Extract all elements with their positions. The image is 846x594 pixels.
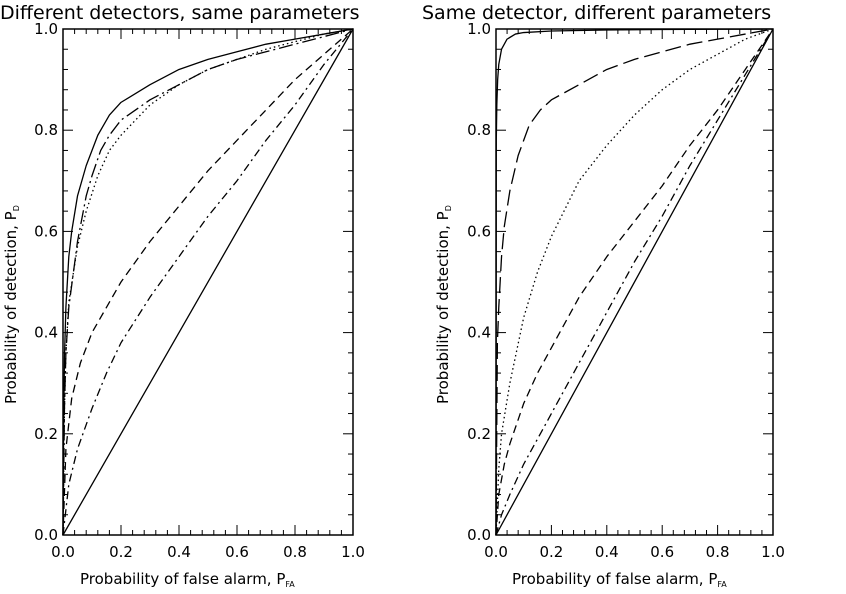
left-y-tick-label: 0.8 <box>34 121 58 139</box>
left-x-axis-label: Probability of false alarm, PFA <box>80 570 295 589</box>
left-y-axis-label: Probability of detection, PD <box>2 205 21 404</box>
right-chart-title: Same detector, different parameters <box>422 2 771 24</box>
right-x-tick-label: 0.8 <box>706 543 730 561</box>
left-x-tick-label: 0.6 <box>225 543 249 561</box>
left-y-tick-label: 0.4 <box>34 324 58 342</box>
right-x-tick-label: 0.2 <box>539 543 563 561</box>
right-x-axis-label: Probability of false alarm, PFA <box>512 570 727 589</box>
left-x-tick-label: 0.0 <box>51 543 75 561</box>
left-series-line-4-dashed <box>62 28 354 536</box>
right-x-tick-label: 0.6 <box>650 543 674 561</box>
right-series-line-6-solid <box>495 28 774 536</box>
left-x-tick-label: 0.2 <box>109 543 133 561</box>
left-series-line-2-long-dash-dot <box>62 28 354 536</box>
right-series-line-2-long-dash <box>495 28 774 536</box>
right-y-tick-label: 1.0 <box>467 20 491 38</box>
left-y-tick-label: 0.0 <box>34 526 58 544</box>
right-y-tick-label: 0.8 <box>467 121 491 139</box>
left-series-line-6-solid <box>62 28 354 536</box>
left-series-group <box>62 28 354 536</box>
left-y-tick-label: 1.0 <box>34 20 58 38</box>
right-series-line-3-dotted <box>495 28 774 536</box>
left-series-line-5-dash-dot <box>62 28 354 536</box>
right-series-line-1-solid <box>495 28 774 536</box>
right-x-tick-label: 1.0 <box>761 543 785 561</box>
right-y-tick-label: 0.4 <box>467 324 491 342</box>
right-series-line-5-dash-dot <box>495 28 774 536</box>
left-x-tick-label: 0.8 <box>283 543 307 561</box>
left-x-tick-label: 1.0 <box>341 543 365 561</box>
left-panel: Different detectors, same parameters 0.0… <box>0 2 365 589</box>
left-series-line-3-dotted <box>62 28 354 536</box>
right-panel: Same detector, different parameters 0.00… <box>422 2 785 589</box>
left-chart-title: Different detectors, same parameters <box>0 2 360 24</box>
left-y-tick-label: 0.2 <box>34 425 58 443</box>
right-y-tick-label: 0.6 <box>467 222 491 240</box>
right-y-tick-label: 0.2 <box>467 425 491 443</box>
right-axis-ticks: 0.00.0 0.2 0.2 0.4 0.4 0.6 0.6 0.8 0.8 1.0 1.0 <box>467 20 785 561</box>
right-series-line-4-dashed <box>495 28 774 536</box>
right-series-group <box>495 28 774 536</box>
right-x-tick-label: 0.4 <box>595 543 619 561</box>
left-axis-ticks: 0.00.0 0.2 0.2 0.4 0.4 0.6 0.6 0.8 0.8 1.0 1.0 <box>34 20 365 561</box>
left-y-tick-label: 0.6 <box>34 222 58 240</box>
left-plot-frame <box>62 28 354 536</box>
right-y-axis-label: Probability of detection, PD <box>434 205 453 404</box>
right-y-tick-label: 0.0 <box>467 526 491 544</box>
right-x-tick-label: 0.0 <box>484 543 508 561</box>
left-series-line-1-solid <box>62 28 354 536</box>
left-x-tick-label: 0.4 <box>167 543 191 561</box>
